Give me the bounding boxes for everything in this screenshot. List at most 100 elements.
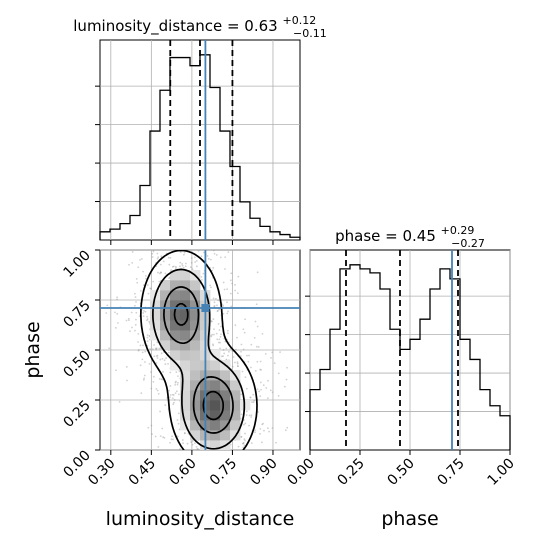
sample-point bbox=[220, 355, 223, 358]
sample-point bbox=[158, 347, 161, 350]
sample-point bbox=[151, 433, 153, 435]
sample-point bbox=[148, 362, 151, 365]
sample-point bbox=[217, 299, 219, 302]
sample-point bbox=[242, 328, 245, 331]
sample-point bbox=[160, 255, 163, 258]
sample-point bbox=[135, 318, 137, 321]
sample-point bbox=[255, 303, 258, 306]
sample-point bbox=[176, 419, 179, 421]
sample-point bbox=[137, 349, 140, 352]
sample-point bbox=[265, 387, 268, 389]
sample-point bbox=[175, 265, 177, 268]
sample-point bbox=[254, 369, 257, 372]
sample-point bbox=[209, 284, 212, 287]
sample-point bbox=[232, 356, 235, 358]
density-cell bbox=[180, 350, 191, 361]
sample-point bbox=[259, 427, 262, 430]
y-axis-label-phase: phase bbox=[22, 321, 44, 378]
sample-point bbox=[227, 310, 229, 313]
sample-point bbox=[130, 311, 133, 314]
density-cell bbox=[230, 400, 241, 411]
sample-point bbox=[245, 410, 248, 413]
density-cell bbox=[190, 320, 201, 331]
sample-point bbox=[142, 270, 144, 273]
sample-point bbox=[168, 263, 171, 266]
sample-point bbox=[217, 341, 220, 344]
y-tick-label: 0.50 bbox=[60, 348, 93, 381]
sample-point bbox=[223, 288, 226, 291]
sample-point bbox=[131, 251, 134, 253]
sample-point bbox=[227, 251, 230, 253]
sample-point bbox=[193, 256, 196, 259]
sample-point bbox=[134, 323, 137, 326]
sample-point bbox=[144, 361, 146, 363]
sample-point bbox=[259, 432, 261, 435]
sample-point bbox=[151, 252, 154, 255]
sample-point bbox=[177, 381, 179, 384]
sample-point bbox=[156, 341, 159, 344]
sample-point bbox=[212, 318, 215, 320]
sample-point bbox=[260, 441, 263, 444]
truth-crosshair bbox=[100, 250, 300, 450]
tick-marks bbox=[95, 85, 274, 245]
sample-point bbox=[134, 296, 137, 298]
density-cell bbox=[190, 290, 201, 301]
sample-point bbox=[141, 351, 144, 354]
sample-point bbox=[266, 427, 269, 430]
sample-point bbox=[283, 385, 286, 388]
sample-point bbox=[197, 448, 200, 450]
sample-point bbox=[216, 309, 219, 312]
sample-point bbox=[155, 362, 158, 364]
sample-point bbox=[268, 430, 270, 433]
sample-point bbox=[213, 328, 215, 331]
sample-point bbox=[181, 264, 184, 267]
density-cell bbox=[220, 410, 231, 421]
density-cell bbox=[180, 410, 191, 421]
sample-point bbox=[254, 431, 256, 434]
sample-point bbox=[279, 351, 281, 354]
sample-point bbox=[241, 370, 244, 373]
sample-point bbox=[249, 396, 252, 399]
sample-point bbox=[236, 362, 239, 365]
density-cell bbox=[220, 400, 231, 411]
density-cell bbox=[190, 310, 201, 321]
sample-point bbox=[234, 289, 237, 292]
sample-point bbox=[215, 332, 218, 335]
sample-point bbox=[163, 437, 166, 439]
density-cell bbox=[180, 320, 191, 331]
sample-point bbox=[106, 304, 109, 307]
sample-point bbox=[226, 301, 228, 304]
sample-point bbox=[156, 257, 159, 260]
sample-point bbox=[262, 422, 264, 425]
density-cell bbox=[210, 410, 221, 421]
sample-point bbox=[167, 256, 170, 259]
sample-point bbox=[162, 260, 165, 263]
sample-point bbox=[152, 280, 155, 283]
sample-point bbox=[137, 348, 140, 351]
sample-point bbox=[135, 277, 138, 280]
sample-point bbox=[218, 308, 220, 311]
sample-point bbox=[128, 319, 130, 322]
sample-point bbox=[159, 435, 162, 438]
sample-point bbox=[218, 329, 221, 331]
sample-point bbox=[153, 344, 155, 346]
histogram-luminosity-distance-panel: luminosity_distance = 0.63 +0.12 −0.11 bbox=[73, 14, 327, 245]
sample-point bbox=[176, 435, 179, 438]
sample-point bbox=[169, 371, 172, 374]
x-tick-label: 1.00 bbox=[484, 456, 517, 489]
sample-point bbox=[224, 268, 226, 270]
sample-point bbox=[241, 442, 244, 445]
sample-point bbox=[146, 315, 148, 318]
density-cell bbox=[210, 430, 221, 441]
sample-point bbox=[212, 343, 214, 346]
sample-point bbox=[142, 312, 145, 314]
sample-point bbox=[162, 370, 164, 373]
sample-point bbox=[190, 441, 192, 444]
sample-point bbox=[243, 438, 246, 440]
sample-point bbox=[216, 310, 219, 312]
sample-point bbox=[242, 442, 245, 445]
title-sub: −0.11 bbox=[293, 27, 327, 40]
sample-point bbox=[157, 446, 160, 448]
sample-point bbox=[141, 358, 144, 361]
sample-point bbox=[243, 331, 246, 334]
